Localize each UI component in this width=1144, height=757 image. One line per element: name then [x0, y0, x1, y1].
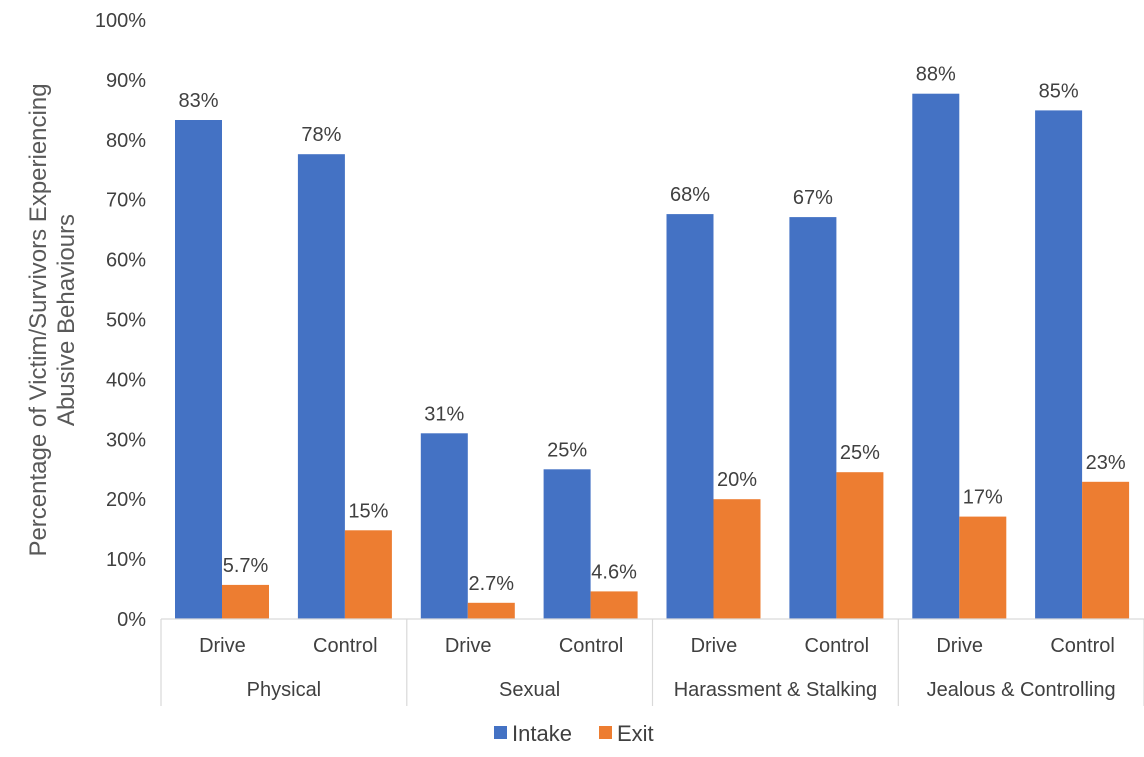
x-group-label: Jealous & Controlling: [927, 679, 1116, 701]
y-tick-label: 70%: [106, 190, 146, 212]
intake-bar: [912, 93, 960, 619]
exit-bar: [590, 591, 638, 619]
intake-data-label: 88%: [916, 64, 956, 86]
exit-data-label: 17%: [963, 487, 1003, 509]
x-category-label: Control: [559, 635, 623, 657]
y-axis-ticks: 0% 10% 20% 30% 40% 50% 60% 70% 80% 90% 100%: [95, 10, 146, 631]
y-tick-label: 50%: [106, 310, 146, 332]
exit-bar: [344, 530, 392, 619]
exit-data-label: 25%: [840, 442, 880, 464]
exit-legend-label: Exit: [617, 721, 654, 746]
intake-bar: [297, 154, 345, 619]
x-group-label: Physical: [247, 679, 321, 701]
exit-bar: [713, 499, 761, 619]
exit-bar: [1082, 481, 1130, 619]
exit-data-label: 23%: [1086, 452, 1126, 474]
legend: Intake Exit: [494, 721, 654, 746]
intake-bar: [789, 217, 837, 619]
exit-bar: [959, 516, 1007, 619]
y-tick-label: 100%: [95, 10, 146, 32]
exit-data-label: 15%: [348, 500, 388, 522]
y-tick-label: 60%: [106, 250, 146, 272]
intake-legend-swatch: [494, 726, 507, 739]
intake-bar: [420, 433, 468, 619]
intake-data-label: 68%: [670, 184, 710, 206]
intake-bar: [666, 214, 714, 619]
intake-data-label: 25%: [547, 439, 587, 461]
bars: [175, 93, 1130, 620]
data-labels: 83% 5.7% 78% 15% 31% 2.7% 25% 4.6% 68% 20% 67% 25% 8…: [178, 64, 1125, 595]
exit-data-label: 5.7%: [223, 555, 269, 577]
exit-data-label: 20%: [717, 469, 757, 491]
intake-data-label: 78%: [301, 124, 341, 146]
x-category-label: Drive: [445, 635, 492, 657]
x-category-label: Control: [1050, 635, 1114, 657]
y-axis-title-line: Abusive Behaviours: [53, 214, 80, 426]
y-tick-label: 80%: [106, 130, 146, 152]
exit-bar: [467, 602, 515, 619]
y-tick-label: 20%: [106, 489, 146, 511]
x-category-label: Control: [313, 635, 377, 657]
y-tick-label: 90%: [106, 70, 146, 92]
x-group-label: Harassment & Stalking: [674, 679, 877, 701]
exit-data-label: 2.7%: [469, 573, 515, 595]
exit-bar: [836, 472, 884, 619]
intake-bar: [543, 469, 591, 620]
y-tick-label: 10%: [106, 549, 146, 571]
y-tick-label: 40%: [106, 369, 146, 391]
intake-data-label: 31%: [424, 403, 464, 425]
intake-data-label: 85%: [1039, 80, 1079, 102]
x-axis: Drive Control Drive Control Drive Control Driv…: [160, 618, 1144, 706]
x-category-label: Drive: [199, 635, 246, 657]
exit-bar: [222, 584, 269, 619]
x-group-label: Sexual: [499, 679, 560, 701]
intake-data-label: 83%: [178, 90, 218, 112]
exit-data-label: 4.6%: [591, 561, 637, 583]
y-tick-label: 0%: [117, 609, 146, 631]
y-axis-title-line: Percentage of Victim/Survivors Experienc…: [25, 83, 52, 556]
intake-data-label: 67%: [793, 187, 833, 209]
y-tick-label: 30%: [106, 429, 146, 451]
y-axis-title: Percentage of Victim/Survivors Experienc…: [25, 83, 80, 556]
exit-legend-swatch: [599, 726, 612, 739]
x-category-label: Drive: [691, 635, 738, 657]
intake-bar: [175, 120, 222, 619]
intake-bar: [1035, 110, 1083, 620]
intake-legend-label: Intake: [512, 721, 572, 746]
x-category-label: Control: [805, 635, 869, 657]
x-category-label: Drive: [936, 635, 983, 657]
y-axis-title-text: Percentage of Victim/Survivors Experienc…: [25, 83, 80, 556]
